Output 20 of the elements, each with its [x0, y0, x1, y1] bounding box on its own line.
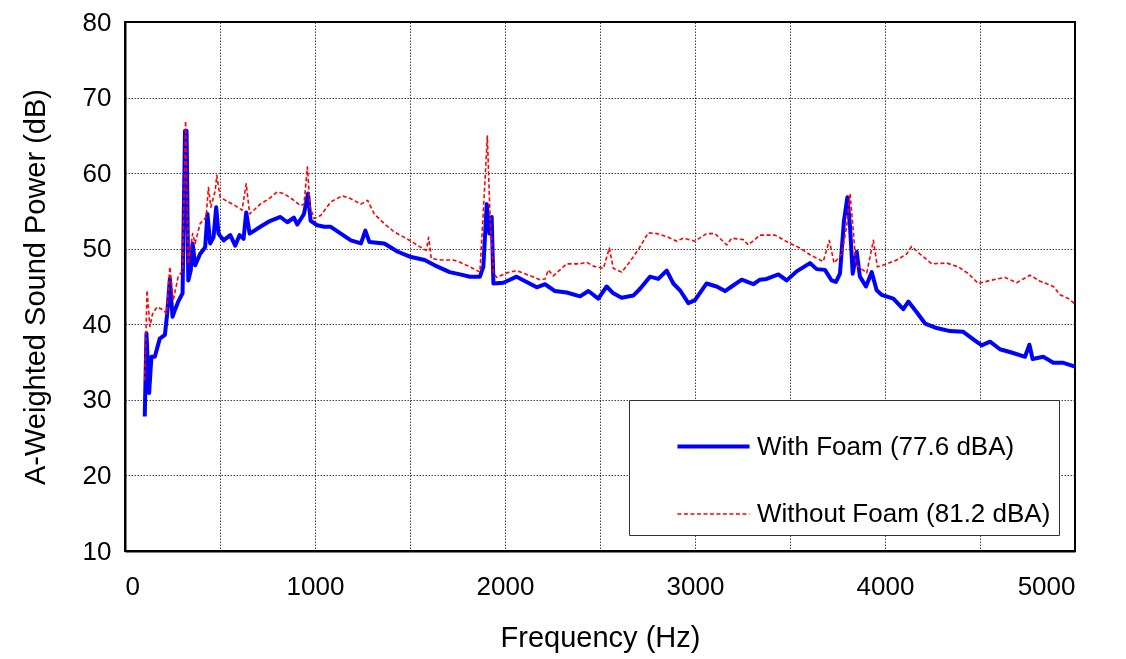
y-tick-label: 50 [82, 233, 112, 264]
x-tick-label: 1000 [286, 570, 345, 601]
y-tick-label: 40 [82, 308, 112, 339]
y-tick-label: 80 [82, 6, 112, 37]
x-tick-label: 2000 [476, 570, 535, 601]
x-tick-label: 5000 [1017, 570, 1076, 601]
y-tick-label: 10 [82, 535, 112, 566]
legend-label: With Foam (77.6 dBA) [757, 430, 1015, 461]
line-series [143, 120, 1075, 382]
line-series [142, 128, 1075, 419]
x-axis-title: Frequency (Hz) [500, 620, 701, 653]
y-tick-label: 20 [82, 459, 112, 490]
x-tick-label: 0 [125, 570, 140, 601]
y-tick-label: 70 [82, 82, 112, 113]
y-tick-label: 60 [82, 157, 112, 188]
x-tick-label: 4000 [856, 570, 915, 601]
x-tick-label: 3000 [666, 570, 725, 601]
legend-label: Without Foam (81.2 dBA) [757, 498, 1051, 528]
y-axis-title: A-Weighted Sound Power (dB) [18, 88, 51, 486]
y-tick-label: 30 [82, 384, 112, 415]
